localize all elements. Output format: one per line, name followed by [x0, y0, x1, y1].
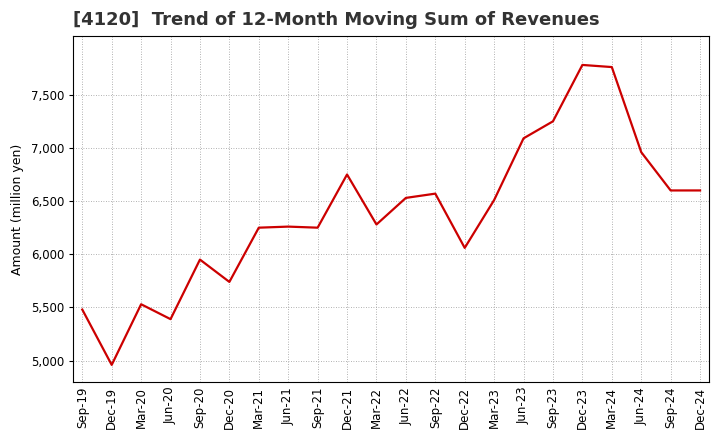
Text: [4120]  Trend of 12-Month Moving Sum of Revenues: [4120] Trend of 12-Month Moving Sum of R… — [73, 11, 600, 29]
Y-axis label: Amount (million yen): Amount (million yen) — [11, 143, 24, 275]
